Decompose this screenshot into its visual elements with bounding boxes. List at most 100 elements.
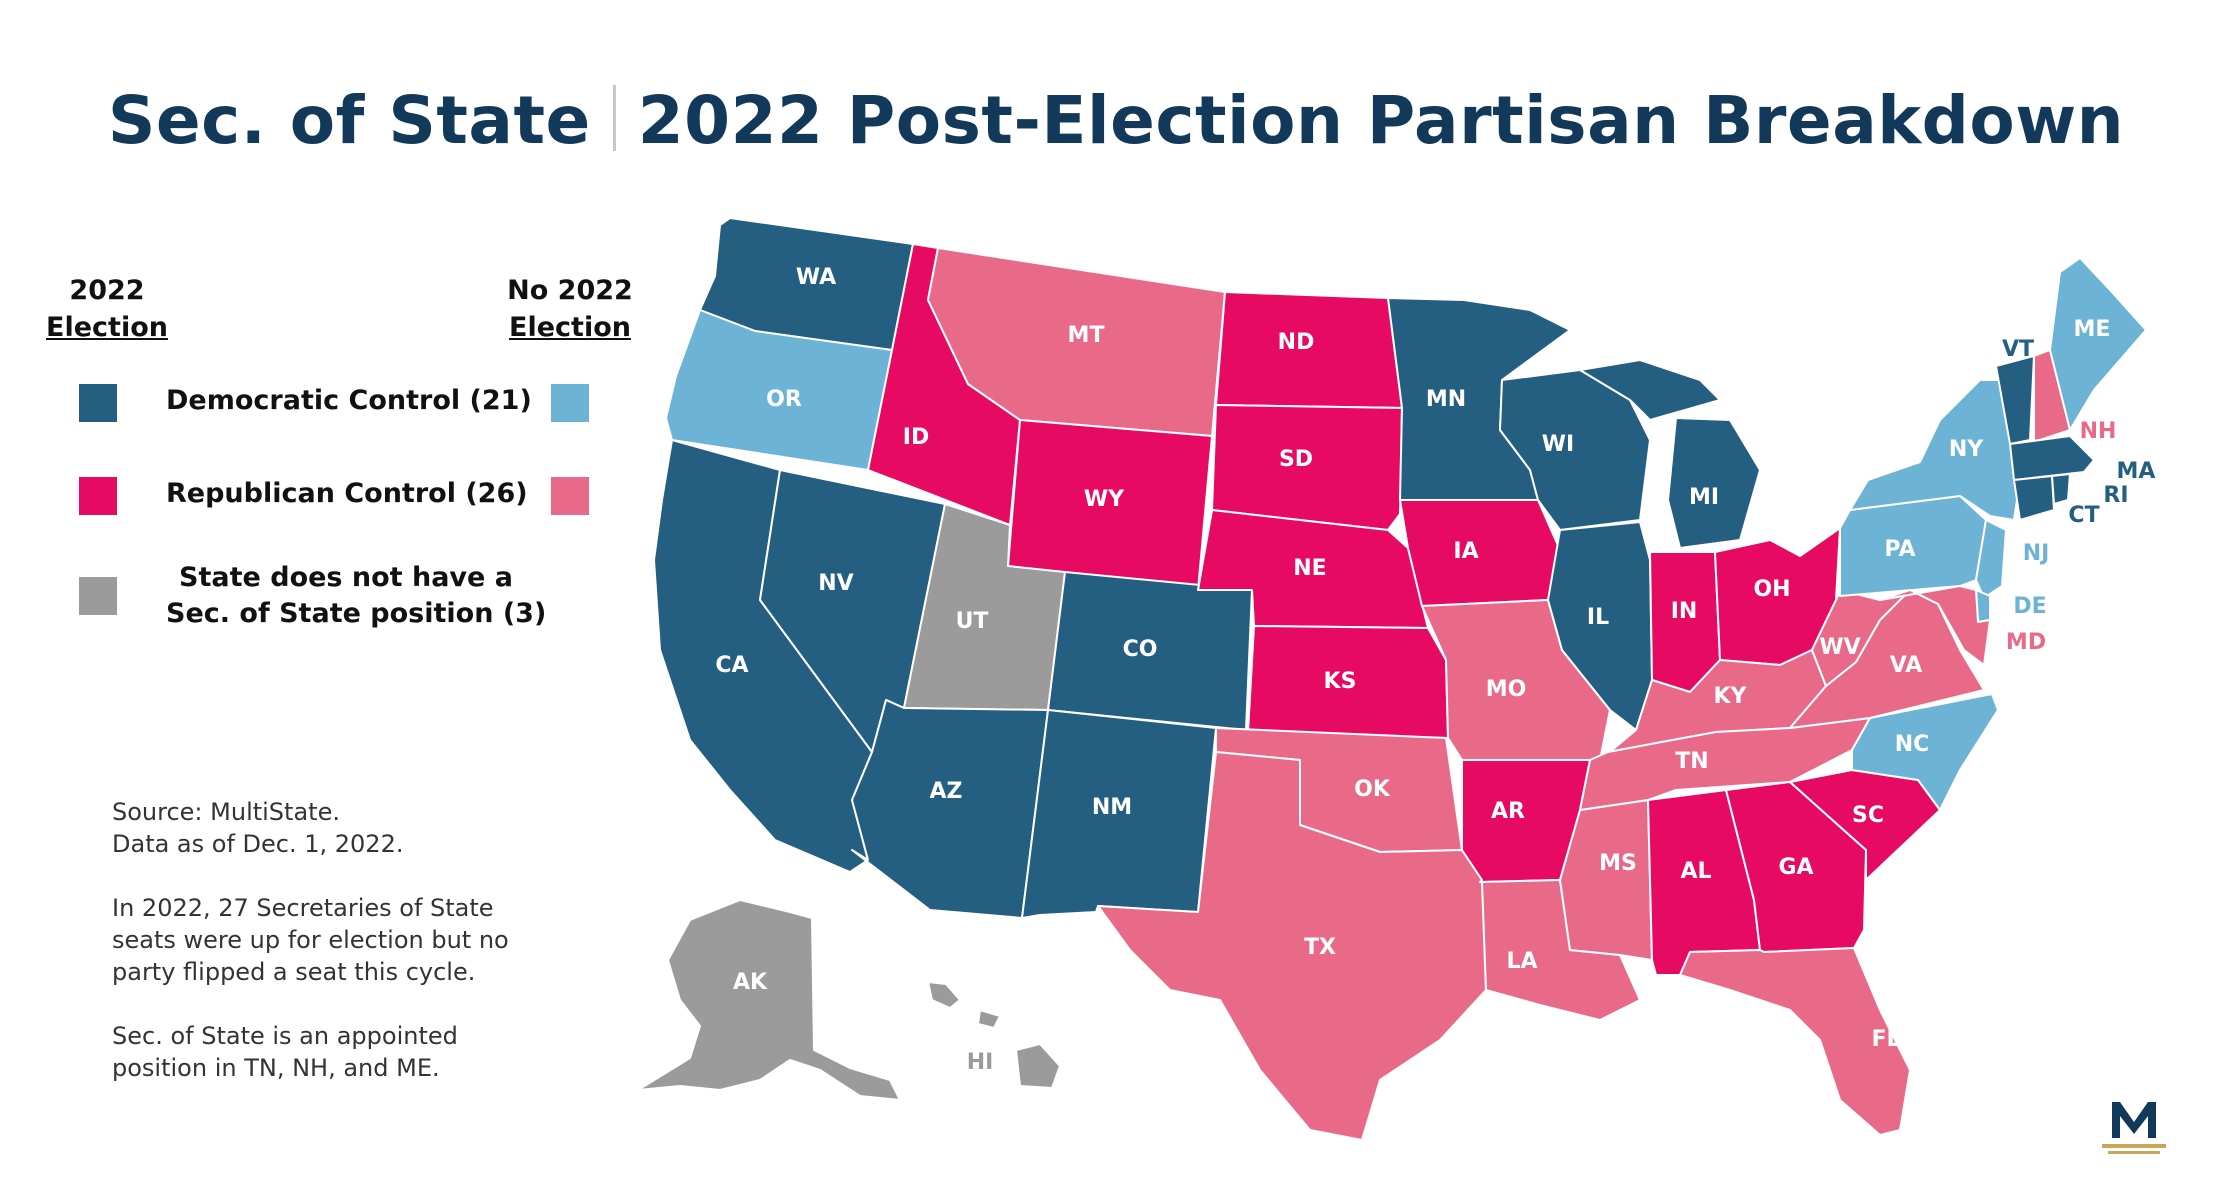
state-label-co: CO: [1123, 637, 1158, 662]
legend-label-no-position: State does not have a Sec. of State posi…: [166, 560, 547, 632]
state-label-ar: AR: [1491, 799, 1525, 824]
state-label-nj: NJ: [2023, 541, 2050, 566]
logo-base-bar-2: [2108, 1151, 2160, 1154]
source-line: Source: MultiState.: [112, 798, 340, 826]
date-line: Data as of Dec. 1, 2022.: [112, 830, 404, 858]
legend-column-2022-election: 2022 Election: [42, 272, 172, 346]
state-label-nd: ND: [1278, 330, 1315, 355]
state-label-tn: TN: [1675, 749, 1708, 774]
state-hi: [1015, 1043, 1061, 1089]
state-label-nv: NV: [818, 571, 853, 596]
legend-none-line2: Sec. of State position (3): [166, 598, 547, 629]
state-label-wa: WA: [796, 265, 836, 290]
state-label-ny: NY: [1949, 437, 1984, 462]
state-label-mt: MT: [1068, 323, 1105, 348]
state-vt: [1995, 355, 2035, 445]
multistate-logo: [2102, 1102, 2166, 1154]
state-label-or: OR: [766, 387, 802, 412]
state-md: [1879, 585, 1991, 666]
state-label-oh: OH: [1753, 577, 1790, 602]
note-paragraph-2: Sec. of State is an appointed position i…: [112, 1022, 458, 1082]
state-label-ia: IA: [1453, 539, 1478, 564]
state-label-ne: NE: [1293, 556, 1326, 581]
legend-swatch-rep-2022: [79, 477, 117, 515]
state-label-vt: VT: [2002, 337, 2034, 362]
state-mi: [1667, 417, 1761, 549]
state-label-pa: PA: [1884, 537, 1915, 562]
state-label-la: LA: [1506, 949, 1537, 974]
state-label-al: AL: [1680, 859, 1711, 884]
state-ma: [2009, 435, 2095, 481]
state-label-sd: SD: [1279, 447, 1313, 472]
state-ct: [2013, 475, 2055, 521]
state-nc: [1851, 693, 1999, 811]
state-label-ak: AK: [733, 970, 768, 995]
state-label-ma: MA: [2117, 459, 2156, 484]
logo-base-bar-1: [2102, 1144, 2166, 1148]
legend-none-line1: State does not have a: [179, 562, 513, 593]
state-ia: [1399, 499, 1561, 607]
state-label-ri: RI: [2103, 483, 2128, 508]
state-label-il: IL: [1587, 605, 1609, 630]
legend-swatch-no-position: [79, 577, 117, 615]
state-me: [2049, 257, 2147, 431]
state-label-ca: CA: [715, 653, 748, 678]
legend-col2-line2: Election: [509, 312, 631, 343]
state-label-de: DE: [2013, 594, 2046, 619]
state-label-mn: MN: [1426, 387, 1466, 412]
state-label-me: ME: [2074, 317, 2111, 342]
logo-m-shape: [2112, 1102, 2156, 1138]
state-label-tx: TX: [1304, 935, 1336, 960]
legend-col1-line2: Election: [46, 312, 168, 343]
state-label-md: MD: [2006, 630, 2046, 655]
state-nj: [1975, 519, 2007, 599]
page-title: Sec. of State 2022 Post-Election Partisan…: [0, 82, 2232, 159]
state-label-nc: NC: [1895, 732, 1930, 757]
state-label-wv: WV: [1819, 635, 1860, 660]
note-paragraph-1: In 2022, 27 Secretaries of State seats w…: [112, 894, 509, 986]
state-label-in: IN: [1671, 599, 1698, 624]
state-ri: [2051, 473, 2071, 505]
state-label-hi: HI: [967, 1050, 994, 1075]
state-nm: [1021, 709, 1217, 919]
state-label-fl: FL: [1871, 1027, 1900, 1052]
state-label-ct: CT: [2068, 503, 2099, 528]
legend-swatch-rep-no-election: [551, 477, 589, 515]
state-label-mo: MO: [1486, 677, 1527, 702]
legend-column-no-2022-election: No 2022 Election: [500, 272, 640, 346]
state-label-va: VA: [1890, 653, 1923, 678]
state-label-ok: OK: [1354, 777, 1391, 802]
state-ny: [1849, 379, 2021, 521]
state-label-az: AZ: [930, 779, 963, 804]
state-label-ut: UT: [956, 609, 989, 634]
legend-col2-line1: No 2022: [507, 275, 633, 306]
state-ak: [637, 899, 901, 1101]
title-left: Sec. of State: [107, 82, 591, 159]
title-divider: [612, 85, 616, 151]
state-label-wy: WY: [1084, 487, 1125, 512]
state-label-nh: NH: [2080, 419, 2117, 444]
state-label-wi: WI: [1542, 432, 1574, 457]
title-right: 2022 Post-Election Partisan Breakdown: [637, 82, 2125, 159]
state-label-sc: SC: [1852, 803, 1884, 828]
state-label-nm: NM: [1092, 795, 1132, 820]
state-fl: [1679, 947, 1911, 1136]
legend-swatch-dem-2022: [79, 384, 117, 422]
state-label-ky: KY: [1714, 684, 1748, 709]
legend-label-republican: Republican Control (26): [166, 478, 528, 509]
state-label-ga: GA: [1778, 855, 1813, 880]
state-label-mi: MI: [1689, 485, 1719, 510]
state-tx: [1097, 751, 1487, 1141]
state-label-ks: KS: [1324, 669, 1357, 694]
state-hi-islands: [927, 981, 1001, 1029]
state-sd: [1211, 404, 1403, 531]
legend-swatch-dem-no-election: [551, 384, 589, 422]
state-or: [665, 309, 893, 471]
legend-label-democratic: Democratic Control (21): [166, 385, 532, 416]
state-label-ms: MS: [1599, 851, 1637, 876]
state-az: [851, 699, 1049, 919]
source-notes: Source: MultiState. Data as of Dec. 1, 20…: [112, 796, 552, 1116]
state-label-id: ID: [903, 425, 929, 450]
state-mi-upper: [1579, 359, 1721, 421]
